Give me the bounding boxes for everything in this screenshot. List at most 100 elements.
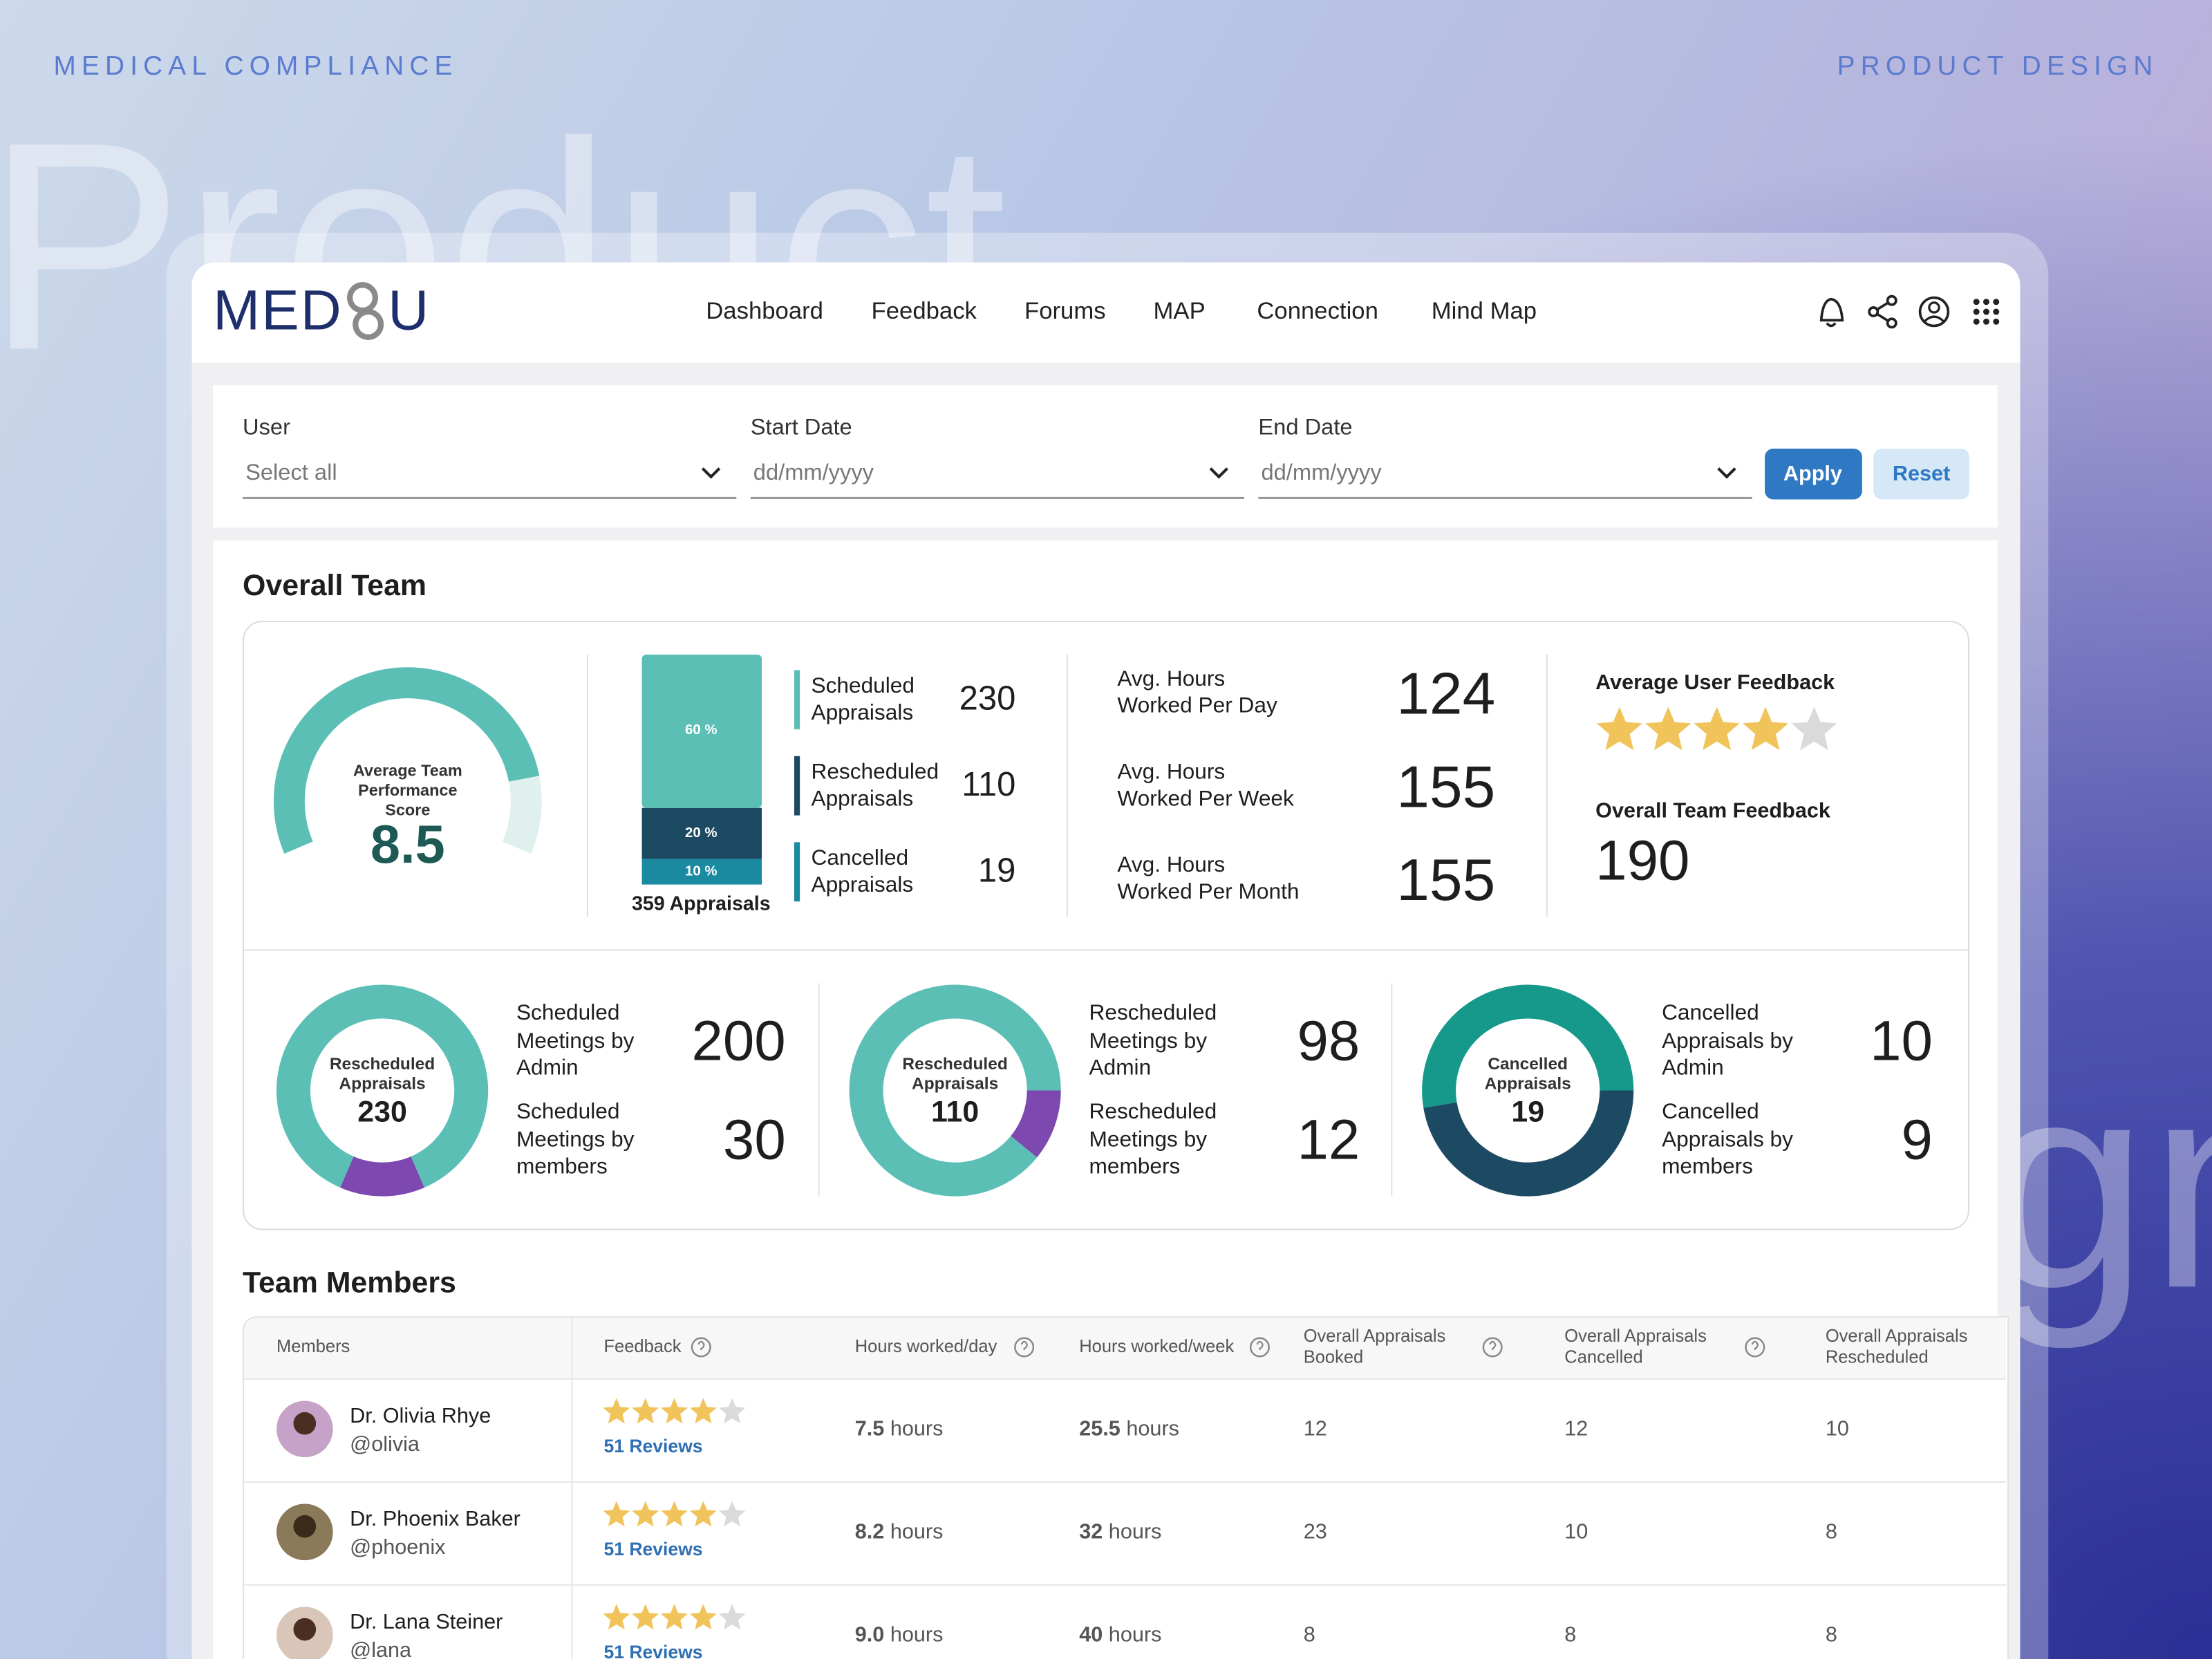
legend-bar [794, 756, 800, 816]
donut-total: 19 [1511, 1096, 1545, 1129]
appraisal-label: Scheduled Appraisals [811, 674, 915, 725]
column-header: Overall Appraisals Rescheduled [1825, 1326, 1968, 1367]
overview-box [243, 620, 1969, 1230]
rating-star [661, 1501, 688, 1527]
row-divider [244, 1584, 2007, 1586]
nav-item[interactable]: MAP [1153, 297, 1206, 325]
donut-item-value: 30 [722, 1109, 786, 1172]
feedback-label: Overall Team Feedback [1595, 799, 1830, 823]
dropdown-chevron[interactable] [1209, 467, 1228, 479]
field-label: Start Date [750, 416, 852, 440]
column-divider [571, 1318, 573, 1659]
stack-label: 10 % [685, 863, 718, 880]
gauge-fill [273, 667, 540, 854]
rating-star [1791, 706, 1837, 751]
dropdown-chevron[interactable] [701, 467, 721, 479]
notification-icon[interactable] [1819, 297, 1844, 328]
apps-icon[interactable] [1973, 308, 1980, 315]
section-title: Team Members [243, 1266, 456, 1300]
nav-item[interactable]: Forums [1024, 297, 1106, 325]
profile-icon[interactable] [1918, 296, 1950, 328]
profile-icon [1923, 315, 1945, 323]
apps-icon[interactable] [1983, 318, 1989, 325]
share-icon [1868, 306, 1880, 317]
hours-value: 7.5 [854, 1416, 885, 1441]
section-title: Overall Team [243, 570, 427, 603]
apps-icon[interactable] [1973, 299, 1980, 306]
donut-item-label: Scheduled Meetings by members [516, 1100, 635, 1179]
rating-star [1743, 706, 1789, 751]
nav-item[interactable]: Dashboard [706, 297, 823, 325]
stack-segment [641, 807, 762, 859]
field-placeholder[interactable]: dd/mm/yyyy [1261, 461, 1382, 486]
field-placeholder[interactable]: Select all [245, 461, 337, 486]
nav-item[interactable]: Feedback [871, 297, 977, 325]
column-header: Hours worked/day [854, 1336, 997, 1357]
apps-icon[interactable] [1993, 299, 2000, 306]
apps-icon[interactable] [1983, 299, 1989, 306]
appraisal-value: 19 [977, 852, 1016, 890]
help-icon[interactable] [1249, 1337, 1270, 1358]
donut-segment [276, 984, 489, 1188]
help-icon [1489, 1340, 1497, 1351]
apply-button-label[interactable]: Apply [1783, 462, 1842, 487]
profile-icon [1928, 301, 1940, 314]
nav-item[interactable]: Mind Map [1431, 297, 1537, 325]
help-icon[interactable] [691, 1337, 711, 1358]
donut-total: 230 [357, 1096, 407, 1129]
help-icon[interactable] [1482, 1337, 1503, 1358]
divider [818, 983, 820, 1197]
help-icon [1020, 1340, 1028, 1351]
donut-segment [1010, 1089, 1061, 1158]
rating-star [603, 1398, 630, 1424]
help-icon[interactable] [1014, 1337, 1035, 1358]
count-cell: 12 [1564, 1416, 1588, 1441]
apps-icon[interactable] [1993, 308, 2000, 315]
header-label: MEDICAL COMPLIANCE [53, 52, 458, 82]
feedback-value: 190 [1595, 830, 1690, 892]
apply-button[interactable] [1765, 448, 1862, 500]
logo: MED [213, 280, 343, 342]
rating-star [603, 1501, 630, 1527]
donut-label: Rescheduled Appraisals [329, 1053, 435, 1094]
reviews-link[interactable]: 51 Reviews [603, 1641, 703, 1659]
member-handle: @olivia [350, 1432, 420, 1457]
reviews-link[interactable]: 51 Reviews [603, 1435, 703, 1457]
divider [244, 949, 1968, 951]
rating-star [632, 1501, 659, 1527]
column-header: Overall Appraisals Cancelled [1564, 1326, 1707, 1367]
count-cell: 12 [1303, 1416, 1327, 1441]
donut-item-label: Cancelled Appraisals by Admin [1662, 1001, 1793, 1080]
stack-segment [641, 654, 762, 808]
logo-mark [353, 308, 384, 340]
header-label: PRODUCT DESIGN [1837, 52, 2159, 82]
donut-item-value: 98 [1297, 1011, 1360, 1074]
field-placeholder[interactable]: dd/mm/yyyy [753, 461, 874, 486]
hours-label: Avg. Hours Worked Per Month [1117, 853, 1300, 905]
donut-item-value: 10 [1870, 1011, 1933, 1074]
apps-icon[interactable] [1993, 318, 2000, 325]
share-icon [1886, 317, 1897, 329]
feedback-label: Average User Feedback [1595, 671, 1835, 695]
donut-item-label: Scheduled Meetings by Admin [516, 1001, 635, 1080]
hours-unit: hours [1126, 1416, 1179, 1441]
help-icon[interactable] [1745, 1337, 1765, 1358]
reset-button[interactable] [1873, 448, 1969, 500]
nav-item[interactable]: Connection [1257, 297, 1378, 325]
donut-total: 110 [931, 1096, 980, 1129]
share-icon [1886, 294, 1897, 306]
member-handle: @phoenix [350, 1535, 446, 1560]
hours-unit: hours [890, 1622, 944, 1647]
reset-button-label[interactable]: Reset [1892, 462, 1951, 487]
count-cell: 8 [1564, 1622, 1577, 1647]
apps-icon[interactable] [1973, 318, 1980, 325]
apps-icon[interactable] [1983, 308, 1989, 315]
appraisal-value: 230 [959, 679, 1016, 718]
reviews-link[interactable]: 51 Reviews [603, 1538, 703, 1560]
rating-star [661, 1604, 688, 1630]
hours-value: 8.2 [854, 1519, 885, 1544]
hours-cell: 7.5 hours [855, 1417, 944, 1441]
dropdown-chevron[interactable] [1717, 467, 1736, 479]
member-name: Dr. Phoenix Baker [350, 1507, 521, 1532]
stack-label: 60 % [685, 723, 718, 740]
